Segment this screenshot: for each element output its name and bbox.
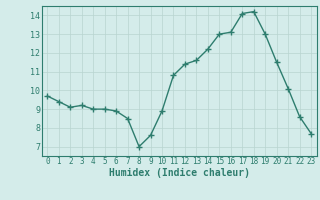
X-axis label: Humidex (Indice chaleur): Humidex (Indice chaleur) (109, 168, 250, 178)
